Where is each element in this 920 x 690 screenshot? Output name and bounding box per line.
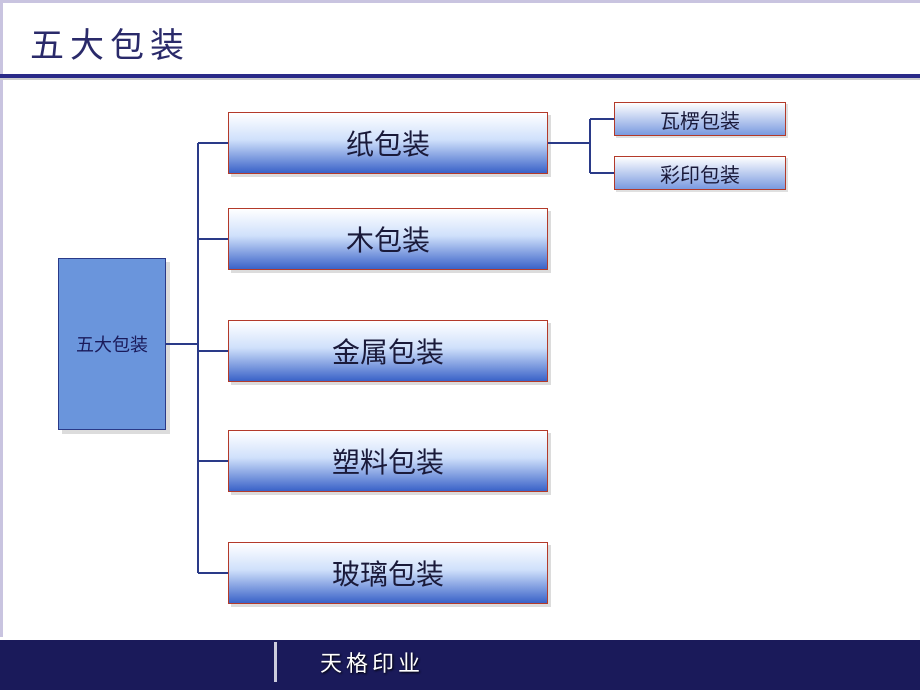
diagram-canvas: 五大包装 纸包装木包装金属包装塑料包装玻璃包装 瓦楞包装彩印包装 (0, 0, 920, 690)
connector (548, 142, 590, 144)
footer-label: 天格印业 (320, 646, 424, 678)
sub-node-1: 彩印包装 (614, 156, 786, 190)
connector (198, 238, 228, 240)
sub-node-0: 瓦楞包装 (614, 102, 786, 136)
root-node: 五大包装 (58, 258, 166, 430)
connector (590, 118, 614, 120)
connector (166, 343, 198, 345)
connector (197, 143, 199, 573)
connector (590, 172, 614, 174)
category-node-3: 塑料包装 (228, 430, 548, 492)
category-node-1: 木包装 (228, 208, 548, 270)
connector (198, 460, 228, 462)
connector (198, 142, 228, 144)
connector (198, 350, 228, 352)
category-node-4: 玻璃包装 (228, 542, 548, 604)
footer-bar (0, 640, 920, 690)
connector (589, 119, 591, 173)
connector (198, 572, 228, 574)
category-node-2: 金属包装 (228, 320, 548, 382)
footer-divider (274, 642, 277, 682)
category-node-0: 纸包装 (228, 112, 548, 174)
